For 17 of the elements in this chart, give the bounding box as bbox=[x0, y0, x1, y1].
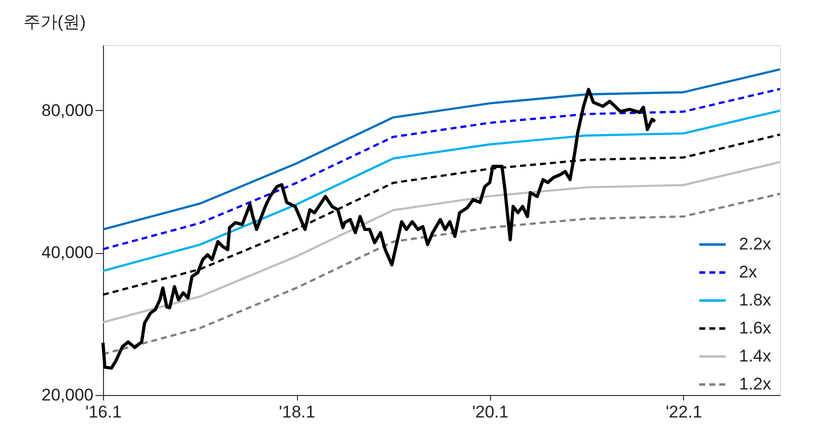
line-series bbox=[102, 160, 782, 324]
legend-label: 2x bbox=[739, 262, 758, 282]
x-tick-label: '22.1 bbox=[666, 402, 702, 422]
x-tick-label: '20.1 bbox=[472, 402, 508, 422]
legend-label: 1.6x bbox=[739, 318, 772, 338]
legend-label: 1.8x bbox=[739, 290, 772, 310]
x-tick-label: '18.1 bbox=[278, 402, 316, 422]
line-series bbox=[102, 68, 782, 231]
line-series bbox=[102, 88, 782, 250]
x-tick-label: '16.1 bbox=[85, 402, 122, 422]
y-axis-title: 주가(원) bbox=[24, 12, 86, 32]
y-tick-label: 40,000 bbox=[42, 243, 94, 262]
y-tick-label: 80,000 bbox=[42, 100, 94, 120]
y-tick-label: 20,000 bbox=[42, 386, 94, 404]
legend-label: 2.2x bbox=[739, 234, 772, 254]
legend-label: 1.2x bbox=[739, 374, 772, 394]
legend-label: 1.4x bbox=[739, 346, 772, 366]
